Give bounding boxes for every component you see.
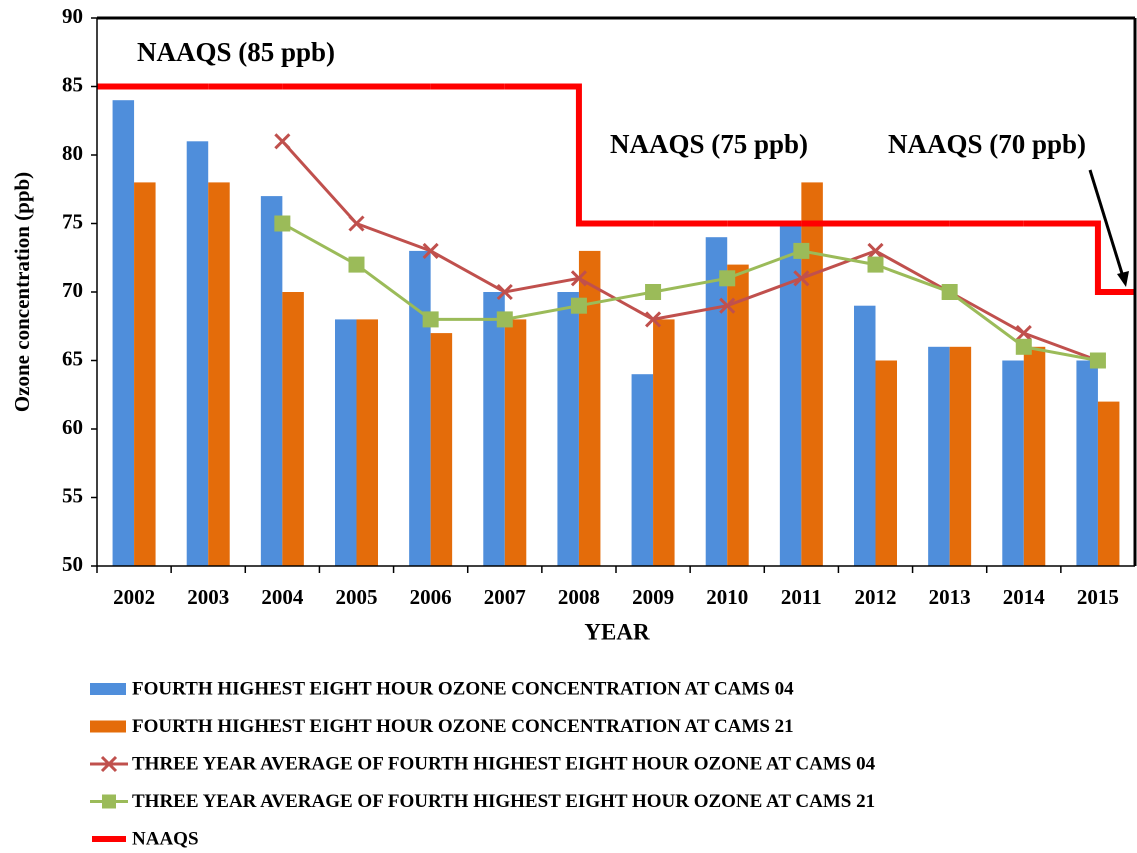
x-tick-label: 2006 [410,585,452,609]
line-marker [793,270,810,287]
bar [186,141,209,567]
annotation-arrowhead [1117,271,1129,287]
bar [356,319,378,566]
bar [875,360,897,566]
bar [504,319,527,566]
annotation-arrow [1088,169,1126,281]
x-tick-label: 2010 [706,585,748,609]
legend-swatch [90,683,126,695]
bar [854,305,876,566]
annotation: NAAQS (85 ppb) [137,37,335,67]
bar [801,182,823,566]
legend-label: FOURTH HIGHEST EIGHT HOUR OZONE CONCENTR… [132,678,794,699]
bar [208,182,230,566]
bar [949,346,972,566]
bar [430,333,453,566]
line-marker [941,284,958,300]
line-marker [274,215,291,232]
bar [282,292,304,566]
x-tick-label: 2011 [781,585,822,609]
bar [483,292,505,566]
line-marker [719,270,736,287]
bar [653,319,675,566]
x-tick-label: 2012 [855,585,897,609]
legend-marker [100,755,118,773]
line-marker [570,270,587,287]
line [281,140,1099,362]
bar [727,264,749,566]
bar [1076,360,1098,566]
bar [1002,360,1024,566]
line [281,222,1099,362]
x-tick-label: 2005 [336,585,378,609]
x-tick-label: 2003 [187,585,229,609]
x-axis-label: YEAR [584,619,650,644]
y-tick-label: 90 [62,4,83,28]
x-tick-label: 2004 [261,585,304,609]
bar [335,319,357,566]
x-tick-label: 2009 [632,585,674,609]
line-marker [348,256,365,273]
x-tick-label: 2013 [929,585,971,609]
y-tick-label: 80 [62,141,83,165]
y-tick-label: 55 [62,483,83,507]
line-marker [719,297,736,314]
bar [112,100,135,566]
bar [928,346,950,566]
line-marker [867,256,884,273]
line-marker [1015,338,1032,355]
line-marker [793,242,810,259]
y-tick-label: 85 [62,72,83,96]
legend-swatch [90,720,126,733]
line-marker [570,297,587,314]
y-tick-label: 70 [62,278,83,302]
bar [631,374,654,566]
legend-label: FOURTH HIGHEST EIGHT HOUR OZONE CONCENTR… [132,716,794,737]
y-tick-label: 65 [62,346,83,370]
line-marker [496,311,513,328]
line-marker [867,242,884,259]
x-tick-label: 2015 [1077,585,1119,609]
y-tick-label: 60 [62,415,83,439]
bar [1097,401,1120,566]
annotation: NAAQS (70 ppb) [888,129,1086,159]
line-marker [496,283,513,301]
x-tick-label: 2007 [484,585,526,609]
x-tick-label: 2002 [113,585,155,609]
bar [705,237,728,566]
x-tick-label: 2014 [1003,585,1046,609]
line-marker [645,284,662,300]
line-marker [422,311,439,328]
line-marker [422,242,439,259]
legend-label: THREE YEAR AVERAGE OF FOURTH HIGHEST EIG… [132,753,876,774]
y-tick-label: 50 [62,552,83,576]
bar [779,223,802,566]
line-marker [645,311,662,328]
bar [260,196,283,566]
annotation: NAAQS (75 ppb) [610,129,808,159]
bar [578,250,601,566]
y-tick-label: 75 [62,209,83,233]
line-marker [274,133,291,150]
x-tick-label: 2008 [558,585,600,609]
line-marker [1015,325,1032,342]
y-axis-label: Ozone concentration (ppb) [10,172,34,412]
legend-label: THREE YEAR AVERAGE OF FOURTH HIGHEST EIG… [132,791,875,812]
legend-marker [102,794,116,809]
bar [409,250,431,566]
line-marker [1089,352,1106,369]
bar [134,182,156,566]
legend-label: NAAQS [132,828,199,849]
bar [1023,346,1046,566]
line-marker [348,215,365,232]
bar [557,292,579,566]
